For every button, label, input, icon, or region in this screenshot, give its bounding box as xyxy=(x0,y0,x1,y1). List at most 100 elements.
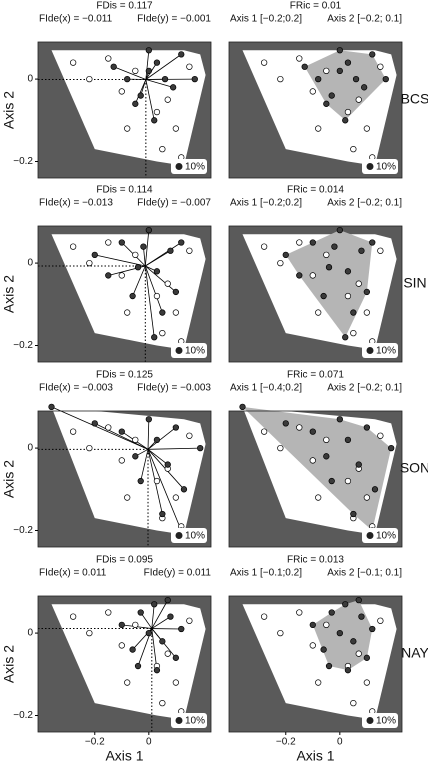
point xyxy=(355,96,362,103)
occupied-hull xyxy=(304,50,386,121)
point xyxy=(277,75,284,83)
point xyxy=(172,654,180,661)
centroid-link xyxy=(113,66,147,80)
y-tick-label: 0 xyxy=(27,74,33,85)
point xyxy=(336,47,343,54)
centroid-link xyxy=(132,265,146,297)
legend-marker xyxy=(175,532,183,539)
point xyxy=(342,601,349,608)
point xyxy=(344,268,352,275)
point xyxy=(352,75,360,83)
centroid-link xyxy=(145,50,150,80)
point xyxy=(153,292,161,300)
point xyxy=(159,309,166,316)
point xyxy=(315,125,322,132)
point xyxy=(344,108,352,116)
point xyxy=(172,494,180,501)
legend-box xyxy=(362,528,398,543)
point xyxy=(124,309,131,316)
point xyxy=(178,625,185,633)
point xyxy=(363,288,371,296)
centroid-link xyxy=(151,599,169,629)
centroid-link xyxy=(145,265,177,293)
y-tick-label: −0.2 xyxy=(13,156,33,167)
point xyxy=(260,428,268,435)
point xyxy=(344,59,352,66)
point xyxy=(344,436,352,443)
y-tick-label: −0.2 xyxy=(13,340,33,351)
point xyxy=(369,239,376,246)
point xyxy=(186,432,193,439)
point xyxy=(167,247,174,254)
legend-marker xyxy=(175,163,183,170)
panel-annotation: Axis 2 [−0.2; 0.1] xyxy=(327,14,402,25)
row-label: NAY xyxy=(401,645,428,661)
point xyxy=(355,280,362,287)
point xyxy=(153,59,161,66)
point xyxy=(118,428,125,435)
point xyxy=(363,424,371,431)
legend-box xyxy=(171,528,207,543)
point xyxy=(69,59,77,66)
point xyxy=(172,125,180,132)
point xyxy=(301,63,308,70)
point xyxy=(325,264,333,271)
panel-annotation: FIde(y) = −0.007 xyxy=(137,198,211,209)
point xyxy=(118,621,125,628)
centroid-link xyxy=(144,230,150,267)
point xyxy=(371,486,379,493)
point xyxy=(151,117,158,124)
point xyxy=(260,59,268,66)
y-axis-label: Axis 2 xyxy=(1,645,17,683)
point xyxy=(124,125,131,132)
centroid-link xyxy=(94,254,146,267)
row-label: SIN xyxy=(403,275,426,291)
centroid-link xyxy=(147,427,177,450)
point xyxy=(358,247,365,254)
point xyxy=(323,436,330,443)
y-tick-label: −0.2 xyxy=(13,710,33,721)
point xyxy=(132,453,139,460)
point xyxy=(180,486,188,493)
point xyxy=(282,420,289,427)
legend-marker xyxy=(175,717,183,724)
point xyxy=(191,75,198,83)
legend-box xyxy=(171,343,207,358)
point xyxy=(344,477,352,485)
point xyxy=(296,55,303,62)
panel-annotation: FIde(x) = −0.011 xyxy=(39,14,113,25)
panel-title: FDis = 0.125 xyxy=(96,370,153,381)
point xyxy=(282,251,289,258)
point xyxy=(309,642,316,649)
point xyxy=(309,239,316,246)
panel-annotation: Axis 1 [−0.2;0.2] xyxy=(230,198,302,209)
legend-label: 10% xyxy=(376,531,396,542)
point xyxy=(186,247,193,254)
point xyxy=(178,239,185,246)
point xyxy=(129,646,136,653)
point xyxy=(382,75,389,83)
point xyxy=(137,609,144,616)
legend-box xyxy=(362,343,398,358)
point xyxy=(355,596,362,604)
point xyxy=(328,609,335,616)
y-tick-label: 0 xyxy=(27,443,33,454)
point xyxy=(355,461,362,468)
point xyxy=(118,457,125,464)
point xyxy=(164,280,171,287)
point xyxy=(132,436,139,443)
point xyxy=(350,330,357,337)
panel-frame xyxy=(37,410,212,548)
panel-annotation: Axis 1 [−0.2;0.2] xyxy=(230,14,302,25)
point xyxy=(91,251,98,258)
legend-label: 10% xyxy=(185,716,205,727)
point xyxy=(336,629,343,637)
point xyxy=(161,75,169,83)
centroid-link xyxy=(147,449,182,531)
point xyxy=(363,494,371,501)
point xyxy=(197,444,204,452)
point xyxy=(325,662,333,670)
y-axis-label: Axis 2 xyxy=(1,91,17,129)
point xyxy=(309,428,316,435)
point xyxy=(186,617,193,624)
